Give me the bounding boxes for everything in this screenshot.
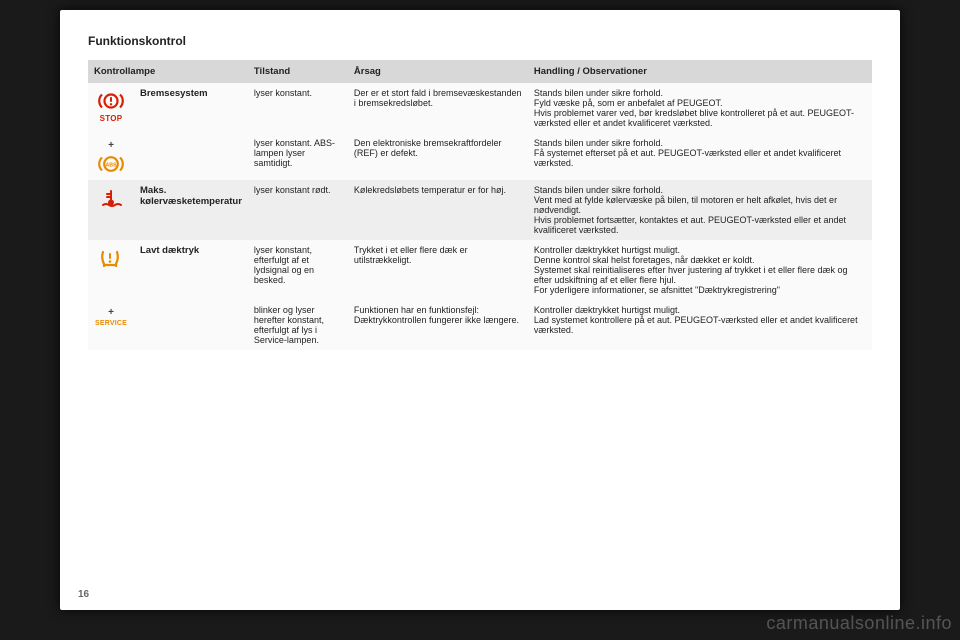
- lamp-name-cell: Lavt dæktryk: [134, 240, 248, 350]
- col-action-header: Handling / Observationer: [528, 60, 872, 83]
- state-cell: lyser konstant, efterfulgt af et lydsign…: [248, 240, 348, 300]
- icon-cell: [88, 180, 134, 240]
- coolant-temp-icon: [94, 185, 128, 209]
- lamp-name-cell: Maks. kølervæsketemperatur: [134, 180, 248, 240]
- lamp-name-cell: Bremsesystem: [134, 83, 248, 180]
- cause-cell: Kølekredsløbets temperatur er for høj.: [348, 180, 528, 240]
- icon-cell: + SERVICE: [88, 300, 134, 350]
- plus-symbol: +: [108, 307, 114, 318]
- service-label: SERVICE: [95, 320, 127, 327]
- svg-text:ABS: ABS: [106, 163, 117, 169]
- brake-warning-icon: STOP: [94, 88, 128, 123]
- service-plus-icon: + SERVICE: [94, 305, 128, 327]
- action-cell: Stands bilen under sikre forhold.Vent me…: [528, 180, 872, 240]
- page: Funktionskontrol Kontrollampe Tilstand Å…: [60, 10, 900, 610]
- icon-cell: + ABS: [88, 133, 134, 180]
- tyre-pressure-icon: [94, 245, 128, 271]
- state-cell: lyser konstant. ABS-lampen lyser samtidi…: [248, 133, 348, 180]
- col-state-header: Tilstand: [248, 60, 348, 83]
- col-lamp-header: Kontrollampe: [88, 60, 248, 83]
- watermark: carmanualsonline.info: [766, 613, 952, 634]
- icon-cell: [88, 240, 134, 300]
- table-row: Maks. kølervæsketemperaturlyser konstant…: [88, 180, 872, 240]
- state-cell: lyser konstant rødt.: [248, 180, 348, 240]
- stop-label: STOP: [100, 114, 123, 123]
- table-header-row: Kontrollampe Tilstand Årsag Handling / O…: [88, 60, 872, 83]
- action-cell: Kontroller dæktrykket hurtigst muligt.La…: [528, 300, 872, 350]
- action-cell: Stands bilen under sikre forhold.Få syst…: [528, 133, 872, 180]
- icon-cell: STOP: [88, 83, 134, 133]
- abs-plus-icon: + ABS: [94, 138, 128, 175]
- table-row: STOP Bremsesystemlyser konstant.Der er e…: [88, 83, 872, 133]
- cause-cell: Funktionen har en funktionsfejl: Dæktryk…: [348, 300, 528, 350]
- action-cell: Kontroller dæktrykket hurtigst muligt.De…: [528, 240, 872, 300]
- warning-table: Kontrollampe Tilstand Årsag Handling / O…: [88, 60, 872, 350]
- page-number: 16: [78, 589, 89, 600]
- state-cell: blinker og lyser herefter konstant, efte…: [248, 300, 348, 350]
- section-title: Funktionskontrol: [88, 34, 872, 48]
- state-cell: lyser konstant.: [248, 83, 348, 133]
- table-row: Lavt dæktryklyser konstant, efterfulgt a…: [88, 240, 872, 300]
- plus-symbol: +: [108, 140, 114, 151]
- action-cell: Stands bilen under sikre forhold.Fyld væ…: [528, 83, 872, 133]
- col-cause-header: Årsag: [348, 60, 528, 83]
- cause-cell: Der er et stort fald i bremsevæskestande…: [348, 83, 528, 133]
- cause-cell: Trykket i et eller flere dæk er utilstræ…: [348, 240, 528, 300]
- cause-cell: Den elektroniske bremsekraftfordeler (RE…: [348, 133, 528, 180]
